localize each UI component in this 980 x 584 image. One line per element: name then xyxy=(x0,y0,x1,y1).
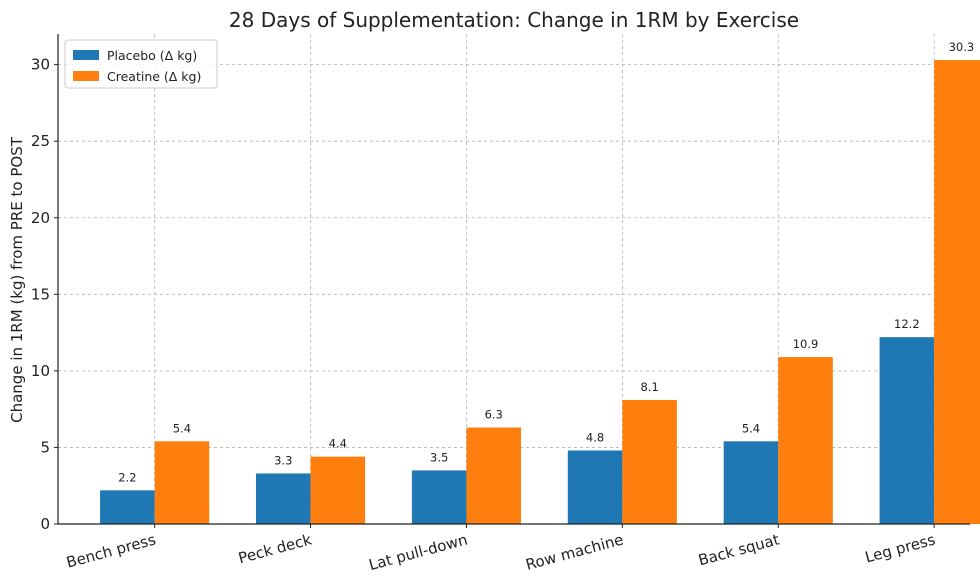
y-tick-label: 30 xyxy=(31,56,50,74)
bars-group xyxy=(100,60,980,524)
bar-placebo xyxy=(411,470,467,524)
bar-value-label: 4.8 xyxy=(586,431,604,445)
y-tick-label: 5 xyxy=(40,438,50,456)
y-tick-label: 10 xyxy=(31,362,50,380)
bar-value-label: 30.3 xyxy=(949,40,975,54)
y-tick-label: 20 xyxy=(31,209,50,227)
category-label: Row machine xyxy=(524,530,626,573)
y-tick-label: 15 xyxy=(31,285,50,303)
bar-placebo xyxy=(100,490,155,524)
bar-value-label: 5.4 xyxy=(742,421,760,435)
legend-box xyxy=(64,39,218,89)
bar-creatine xyxy=(310,456,366,524)
legend-label: Creatine (Δ kg) xyxy=(107,69,201,84)
y-axis-label: Change in 1RM (kg) from PRE to POST xyxy=(8,136,26,423)
category-label: Lat pull-down xyxy=(367,530,470,574)
legend-label: Placebo (Δ kg) xyxy=(107,48,197,63)
bar-placebo xyxy=(255,473,311,524)
bar-creatine xyxy=(154,441,210,524)
bar-value-label: 12.2 xyxy=(894,317,920,331)
category-label: Leg press xyxy=(863,530,937,566)
y-tick-label: 0 xyxy=(40,515,50,533)
bar-value-label: 10.9 xyxy=(793,337,819,351)
bar-creatine xyxy=(466,427,522,524)
legend-swatch-creatine xyxy=(73,71,99,81)
legend: Placebo (Δ kg) Creatine (Δ kg) xyxy=(64,39,218,89)
category-label: Bench press xyxy=(64,530,157,571)
category-label: Back squat xyxy=(696,530,781,569)
value-labels-group: 2.2 3.3 3.5 4.8 5.4 12.2 5.4 4.4 6.3 8.1 10.9 30.3 xyxy=(118,40,974,484)
bar-value-label: 5.4 xyxy=(173,421,191,435)
bar-value-label: 8.1 xyxy=(640,380,658,394)
bar-placebo xyxy=(723,441,779,524)
bar-creatine xyxy=(934,60,980,524)
bar-placebo xyxy=(567,450,623,524)
bar-placebo xyxy=(879,337,935,524)
bar-value-label: 3.5 xyxy=(430,450,448,464)
bar-creatine xyxy=(622,399,677,524)
chart-title: 28 Days of Supplementation: Change in 1R… xyxy=(229,8,799,32)
bar-value-label: 2.2 xyxy=(118,470,136,484)
bar-value-label: 6.3 xyxy=(485,408,503,422)
legend-swatch-placebo xyxy=(73,50,99,60)
bar-value-label: 4.4 xyxy=(329,437,347,451)
bar-value-label: 3.3 xyxy=(274,453,292,467)
category-label: Peck deck xyxy=(236,530,314,567)
y-tick-label: 25 xyxy=(31,132,50,150)
bar-creatine xyxy=(778,357,833,524)
